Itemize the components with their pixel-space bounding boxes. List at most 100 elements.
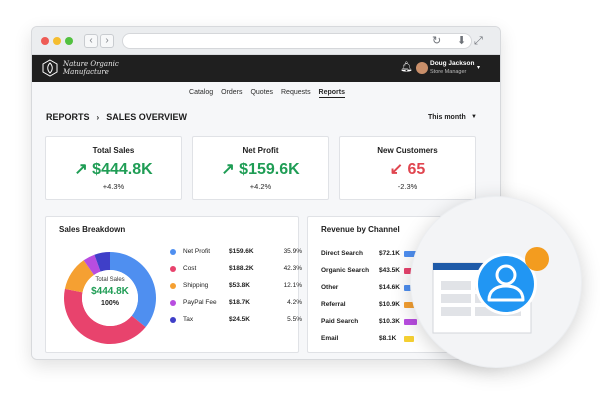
legend-percent: 12.1% [283,282,302,289]
kpi-delta: +4.3% [102,182,125,191]
trend-up-arrow-icon: ↗ [74,161,88,178]
channel-value: $10.3K [379,318,400,325]
channel-name: Paid Search [321,318,359,325]
app-header: Nature Organic Manufacture 🔔︎ Doug Jacks… [32,55,500,82]
notification-badge [525,247,549,271]
close-window-dot[interactable] [41,37,49,45]
legend-value: $188.2K [229,265,254,272]
kpi-value: ↙ 65 [340,159,475,179]
donut-slice [64,260,94,293]
legend-percent: 42.3% [283,265,302,272]
trend-down-arrow-icon: ↙ [389,161,404,178]
sales-breakdown-panel: Sales Breakdown Total Sales $444.8K 100%… [45,216,302,353]
kpi-card-total-sales: Total Sales ↗ $444.8K +4.3% [45,136,182,200]
nav-item-reports[interactable]: Reports [318,89,345,98]
channel-bar [404,319,417,325]
channel-name: Organic Search [321,267,370,274]
kpi-card-new-customers: New Customers ↙ 65 -2.3% [339,136,476,200]
back-icon[interactable]: ‹ [84,34,98,48]
kpi-value: ↗ $444.8K [46,159,181,179]
kpi-title: New Customers [377,146,438,155]
donut-hole [82,270,138,326]
maximize-window-dot[interactable] [65,37,73,45]
donut-slice [94,252,110,272]
kpi-title: Net Profit [242,146,279,155]
kpi-card-net-profit: Net Profit ↗ $159.6K +4.2% [192,136,329,200]
user-name[interactable]: Doug Jackson [430,60,475,67]
leaf-logo-icon[interactable] [42,59,58,77]
legend-color-dot [170,283,176,289]
brand-line-1: Nature Organic [63,60,119,68]
legend-color-dot [170,300,176,306]
legend-percent: 5.5% [287,316,302,323]
legend-value: $18.7K [229,299,250,306]
nav-item-requests[interactable]: Requests [281,89,311,96]
forward-icon[interactable]: › [100,34,114,48]
address-bar[interactable] [122,33,472,49]
legend-name: Tax [183,316,194,323]
period-dropdown-caret-icon[interactable]: ▼ [471,114,477,120]
channel-name: Other [321,284,339,291]
kpi-value-text: $159.6K [239,161,300,178]
legend-percent: 35.9% [283,248,302,255]
kpi-value: ↗ $159.6K [193,159,328,179]
donut-center-value: $444.8K [91,286,129,297]
legend-color-dot [170,266,176,272]
channel-bar [404,302,418,308]
trend-up-arrow-icon: ↗ [221,161,235,178]
nav-item-orders[interactable]: Orders [221,89,243,96]
legend-color-dot [170,249,176,255]
brand-line-2: Manufacture [63,68,109,76]
legend-value: $24.5K [229,316,250,323]
donut-slice [83,254,101,276]
user-menu-caret-icon[interactable]: ▾ [477,65,481,71]
period-select[interactable]: This month [428,114,466,121]
donut-slice [63,288,146,344]
panel-title: Sales Breakdown [59,225,126,234]
profile-card-illustration [432,247,549,334]
channel-value: $43.5K [379,267,400,274]
breadcrumb-chevron-icon: › [96,113,100,122]
legend-name: Shipping [183,282,209,289]
channel-value: $14.6K [379,284,400,291]
user-role: Store Manager [430,69,467,75]
user-profile-illustration [410,196,582,368]
kpi-delta: -2.3% [397,182,418,191]
channel-name: Direct Search [321,250,363,257]
fullscreen-icon[interactable]: ⤢ [474,35,483,47]
brand-name: Nature Organic Manufacture [63,60,123,76]
reload-icon[interactable]: ↻ [432,35,442,47]
channel-value: $72.1K [379,250,400,257]
breadcrumb-current: SALES OVERVIEW [106,112,188,122]
donut-center: Total Sales $444.8K 100% [80,277,140,307]
kpi-delta: +4.2% [249,182,272,191]
legend-percent: 4.2% [287,299,302,306]
notification-bell-icon[interactable]: 🔔︎ [400,62,413,73]
top-navigation: Catalog Orders Quotes Requests Reports [32,89,500,98]
breadcrumb: REPORTS › SALES OVERVIEW [46,112,187,122]
channel-bar [404,336,414,342]
channel-name: Email [321,335,339,342]
minimize-window-dot[interactable] [53,37,61,45]
kpi-value-text: $444.8K [92,161,153,178]
panel-title: Revenue by Channel [321,225,400,234]
download-icon[interactable]: ⬇ [457,35,467,47]
donut-center-label: Total Sales [95,277,125,283]
legend-value: $53.8K [229,282,250,289]
nav-item-quotes[interactable]: Quotes [250,89,274,96]
legend-name: Net Profit [183,248,211,255]
nav-item-catalog[interactable]: Catalog [189,89,214,96]
sales-donut-chart [63,252,157,344]
legend-name: PayPal Fee [183,299,217,306]
avatar[interactable] [416,62,428,74]
kpi-title: Total Sales [92,146,135,155]
legend-color-dot [170,317,176,323]
channel-name: Referral [321,301,346,308]
channel-value: $8.1K [379,335,397,342]
donut-center-percent: 100% [101,300,119,307]
kpi-value-text: 65 [407,161,426,178]
channel-value: $10.9K [379,301,400,308]
legend-name: Cost [183,265,197,272]
donut-slice [110,252,157,328]
breadcrumb-root[interactable]: REPORTS [46,112,90,122]
